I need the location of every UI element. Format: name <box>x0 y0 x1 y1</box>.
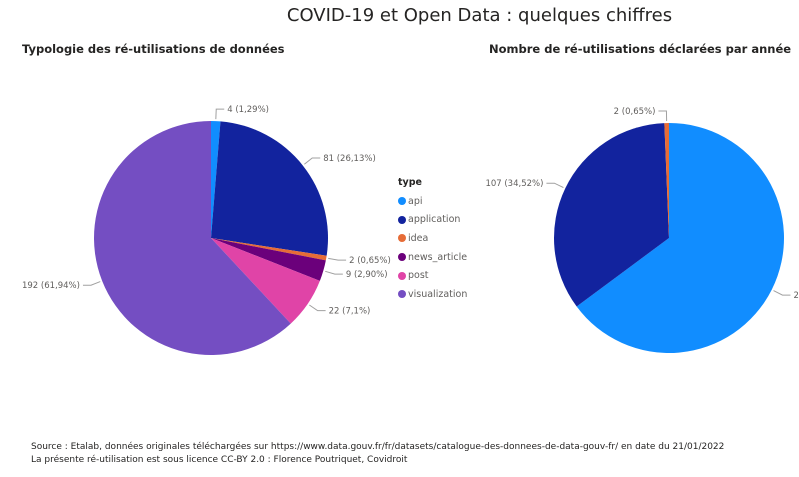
leader-line <box>546 182 564 188</box>
pie-slice[interactable] <box>211 121 221 238</box>
data-label: 192 (61,94%) <box>22 281 80 291</box>
legend-label: api <box>408 195 423 207</box>
chart-title-year: Nombre de ré-utilisations déclarées par … <box>489 42 792 56</box>
legend-item[interactable]: application <box>398 211 467 230</box>
data-label: 9 (2,90%) <box>346 270 388 280</box>
data-label: 4 (1,29%) <box>227 105 269 115</box>
legend-label: idea <box>408 232 429 244</box>
source-line-2: La présente ré-utilisation est sous lice… <box>31 455 408 465</box>
chart-title-type: Typologie des ré-utilisations de données <box>22 42 285 56</box>
data-label: 201 (64,84%) <box>793 291 799 301</box>
legend-label: post <box>408 270 429 282</box>
legend-marker-icon <box>398 271 406 280</box>
data-label: 81 (26,13%) <box>323 154 376 164</box>
pie-slice[interactable] <box>211 238 327 261</box>
leader-line <box>82 281 101 286</box>
legend-marker-icon <box>398 197 406 206</box>
pie-slice[interactable] <box>211 121 328 256</box>
leader-line <box>325 270 343 275</box>
page-title: COVID-19 et Open Data : quelques chiffre… <box>286 5 673 26</box>
legend-marker-icon <box>398 290 406 299</box>
pie-slice[interactable] <box>576 123 784 353</box>
pie-slice[interactable] <box>211 238 320 324</box>
data-label: 22 (7,1%) <box>329 307 371 317</box>
data-label: 2 (0,65%) <box>614 107 656 117</box>
data-label: 2 (0,65%) <box>349 256 391 266</box>
pie-slice[interactable] <box>94 121 291 355</box>
legend-item[interactable]: post <box>398 266 467 285</box>
legend-item[interactable]: idea <box>398 229 467 248</box>
leader-line <box>309 304 326 312</box>
pie-slice[interactable] <box>664 123 669 238</box>
source-line-1: Source : Etalab, données originales télé… <box>31 442 725 452</box>
leader-line <box>328 257 347 261</box>
legend-label: news_article <box>408 251 468 263</box>
source-note: Source : Etalab, données originales télé… <box>31 441 724 467</box>
data-label: 107 (34,52%) <box>485 179 543 189</box>
legend-marker-icon <box>398 215 406 224</box>
legend-label: application <box>408 214 461 226</box>
legend-item[interactable]: news_article <box>398 248 467 267</box>
pie-slice[interactable] <box>211 238 326 281</box>
legend-label: visualization <box>408 288 468 300</box>
pie-slice[interactable] <box>554 123 669 307</box>
legend-item[interactable]: visualization <box>398 285 467 304</box>
leader-line <box>215 108 225 120</box>
legend-title: type <box>398 177 422 188</box>
legend-marker-icon <box>398 234 406 243</box>
legend-marker-icon <box>398 253 406 262</box>
legend-item[interactable]: api <box>398 192 467 211</box>
leader-line <box>304 157 321 165</box>
leader-line <box>658 110 668 122</box>
leader-line <box>773 290 791 296</box>
